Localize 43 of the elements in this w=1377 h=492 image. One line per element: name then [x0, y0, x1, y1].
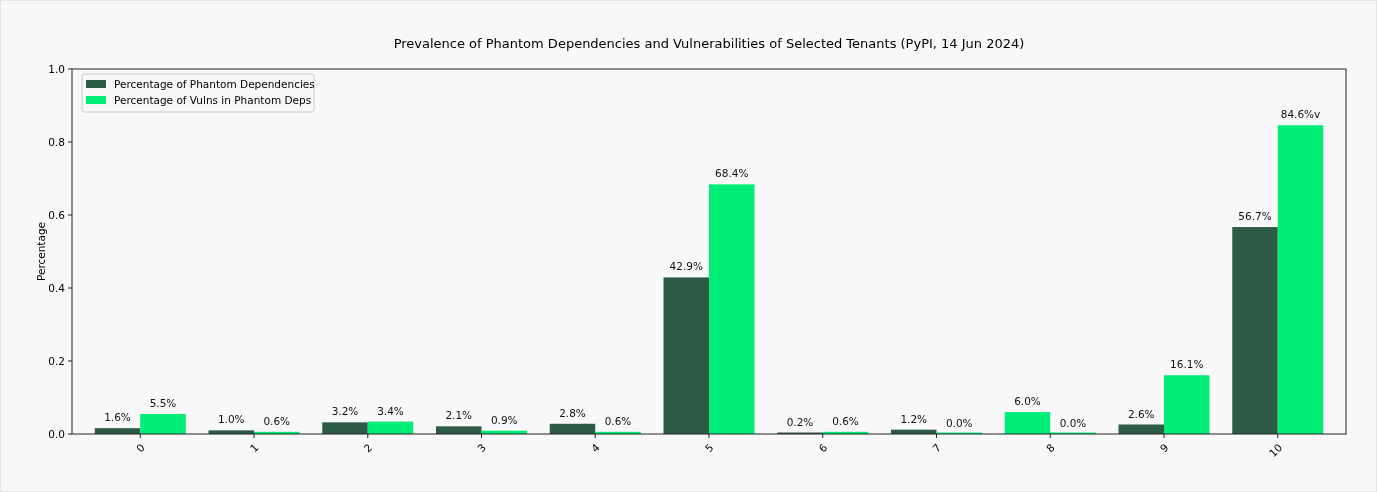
y-tick-label: 0.0	[48, 427, 65, 440]
x-tick-label: 3	[474, 441, 489, 455]
y-tick-label: 0.6	[48, 208, 66, 221]
x-tick-label: 2	[361, 441, 375, 455]
data-label: 0.6%	[832, 414, 859, 427]
x-tick-label: 6	[816, 440, 830, 455]
y-axis-title: Percentage	[35, 221, 47, 282]
data-label: 56.7%	[1238, 210, 1272, 223]
data-label: 5.5%	[149, 396, 177, 409]
x-tick-label: 7	[929, 441, 944, 455]
data-label: 16.1%	[1170, 358, 1204, 371]
legend-label: Percentage of Phantom Dependencies	[114, 77, 315, 90]
y-tick-label: 1.0	[48, 62, 65, 75]
data-label: 0.2%	[786, 416, 814, 429]
data-label: 1.0%	[217, 413, 245, 426]
data-label: 84.6%v	[1280, 108, 1321, 121]
data-label: 0.0%	[1059, 417, 1087, 429]
x-tick-label: 10	[1266, 441, 1285, 460]
data-label: 2.1%	[445, 409, 473, 422]
x-tick-label: 8	[1043, 441, 1057, 455]
data-label: 3.4%	[377, 404, 404, 417]
data-label: 2.6%	[1127, 407, 1155, 420]
x-tick-label: 5	[702, 441, 716, 455]
legend-label: Percentage of Vulns in Phantom Deps	[114, 93, 312, 106]
data-label: 0.6%	[263, 414, 291, 427]
data-label: 68.4%	[715, 167, 749, 180]
x-tick-label: 9	[1157, 441, 1171, 455]
chart-title: Prevalence of Phantom Dependencies and Vulnerabilities of Selected Tenants (PyPI, 14 Jun 2024)	[393, 36, 1025, 51]
y-tick-label: 0.8	[48, 135, 65, 148]
y-tick-label: 0.2	[48, 354, 65, 367]
y-tick-label: 0.4	[48, 281, 66, 294]
data-label: 1.2%	[900, 412, 928, 425]
data-label: 0.0%	[945, 417, 973, 429]
data-label: 0.6%	[604, 414, 632, 427]
data-label: 3.2%	[331, 405, 359, 418]
data-label: 1.6%	[104, 411, 131, 424]
x-tick-label: 0	[133, 441, 147, 455]
data-label: 42.9%	[669, 260, 703, 273]
data-label: 0.9%	[490, 413, 518, 426]
x-tick-label: 4	[588, 440, 603, 455]
x-tick-label: 1	[247, 441, 261, 455]
data-label: 2.8%	[559, 406, 586, 419]
data-label: 6.0%	[1014, 395, 1041, 408]
